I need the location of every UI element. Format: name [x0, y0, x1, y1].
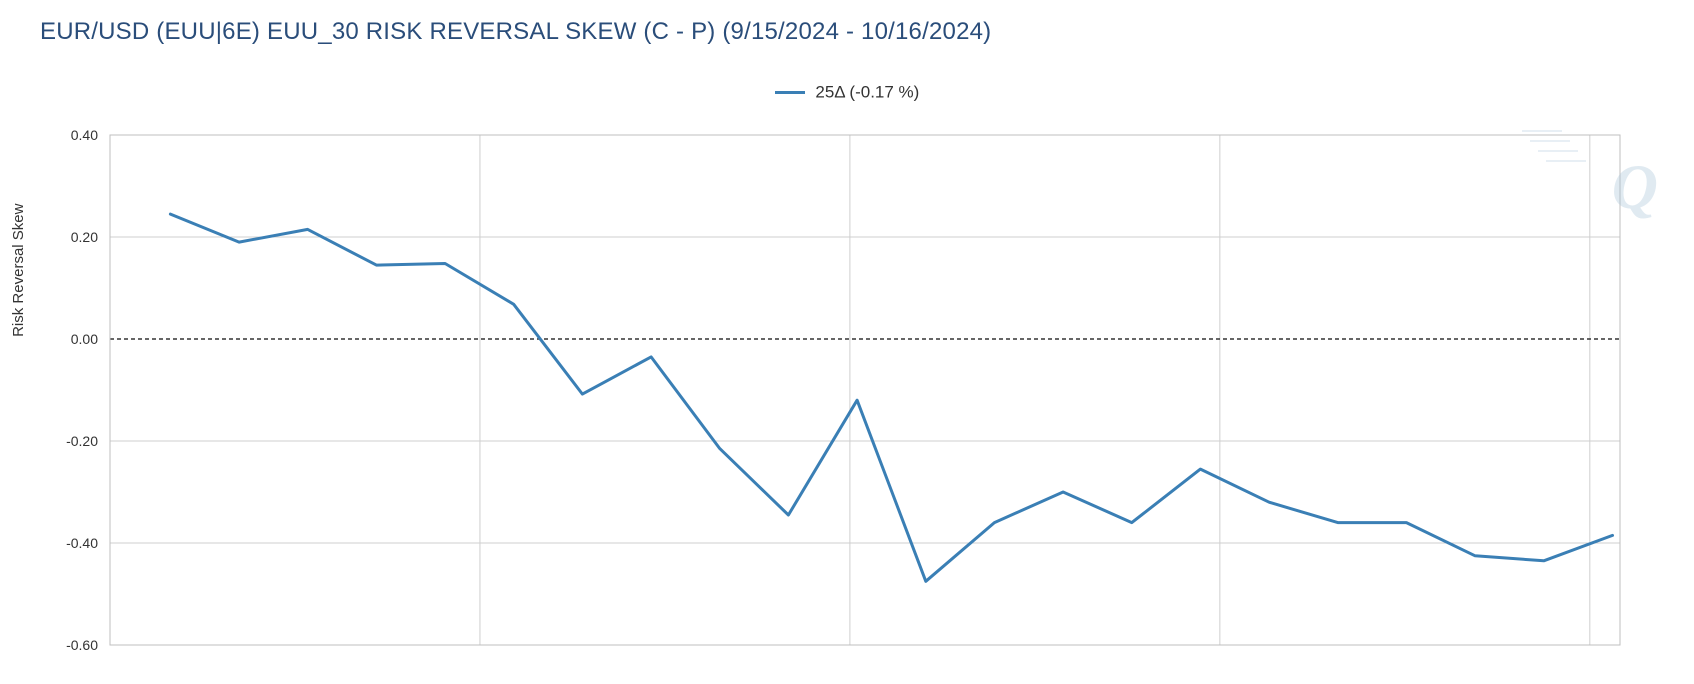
- y-tick-label: -0.20: [66, 433, 98, 449]
- y-tick-label: 0.20: [71, 229, 98, 245]
- y-tick-label: 0.40: [71, 127, 98, 143]
- y-tick-label: 0.00: [71, 331, 98, 347]
- chart-svg: 0.40 0.20 0.00 -0.20 -0.40 -0.60: [0, 0, 1694, 684]
- y-tick-label: -0.60: [66, 637, 98, 653]
- chart-container: EUR/USD (EUU|6E) EUU_30 RISK REVERSAL SK…: [0, 0, 1694, 684]
- y-tick-label: -0.40: [66, 535, 98, 551]
